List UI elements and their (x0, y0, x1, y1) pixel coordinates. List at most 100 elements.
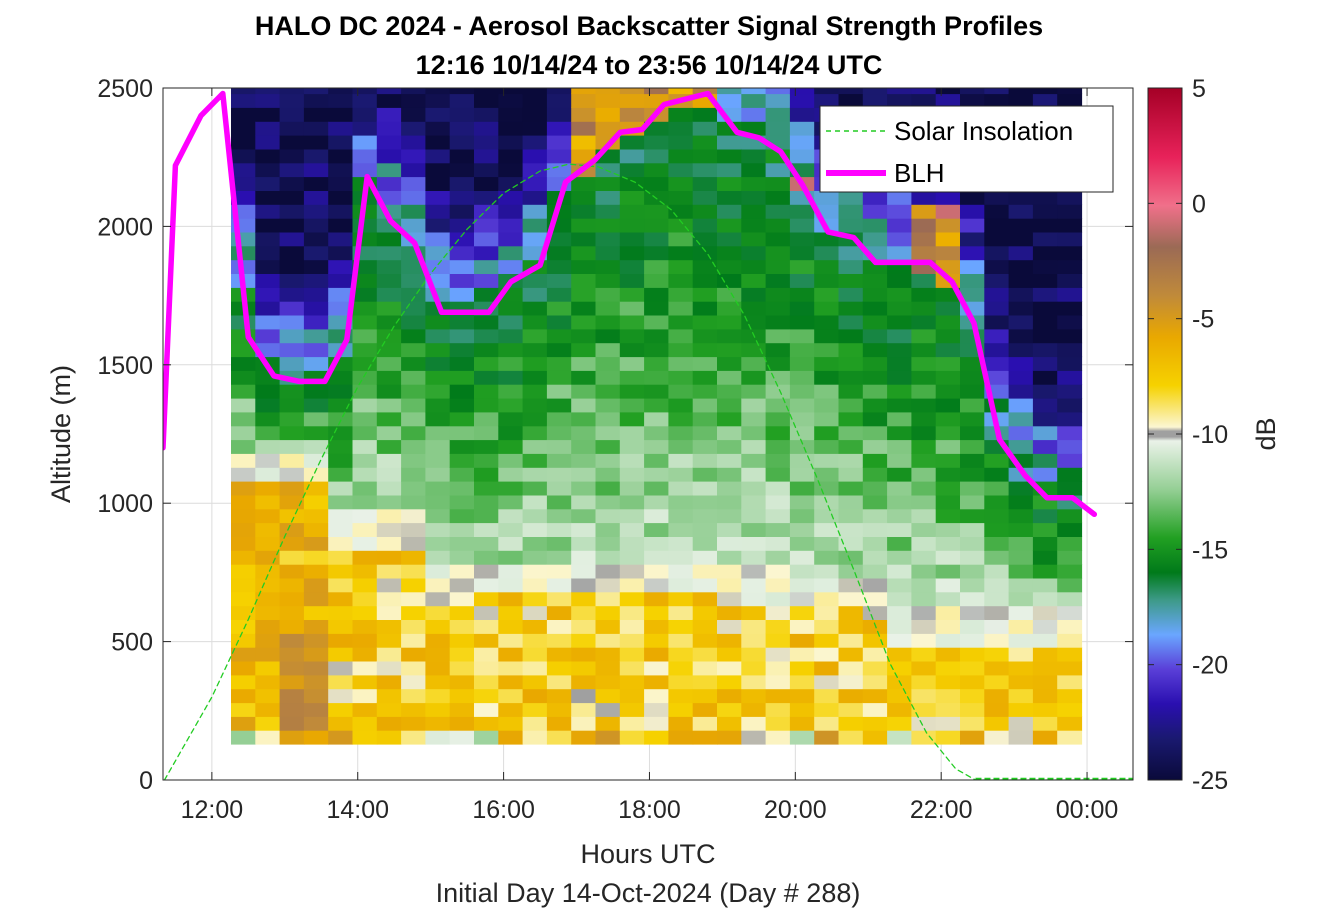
heatmap-cell (838, 88, 864, 95)
heatmap-cell (1008, 398, 1034, 413)
heatmap-cell (765, 328, 791, 344)
heatmap-cell (717, 315, 742, 330)
heatmap-cell (522, 287, 548, 302)
heatmap-cell (789, 425, 815, 441)
heatmap-cell (1032, 522, 1058, 537)
heatmap-cell (401, 702, 426, 717)
heatmap-cell (522, 605, 548, 620)
heatmap-cell (303, 204, 329, 219)
heatmap-cell (522, 218, 548, 233)
heatmap-cell (279, 398, 305, 413)
heatmap-cell (352, 384, 378, 399)
heatmap-cell (789, 301, 815, 316)
heatmap-cell (911, 190, 937, 205)
heatmap-cell (498, 577, 524, 593)
heatmap-cell (984, 398, 1010, 413)
heatmap-cell (303, 245, 329, 261)
heatmap-cell (692, 384, 718, 399)
heatmap-cell (279, 425, 305, 441)
heatmap-cell (279, 231, 305, 247)
heatmap-cell (911, 245, 937, 261)
heatmap-cell (498, 315, 524, 330)
heatmap-cell (522, 231, 548, 247)
heatmap-cell (255, 411, 281, 427)
heatmap-cell (328, 647, 354, 662)
heatmap-cell (717, 577, 742, 593)
heatmap-cell (644, 716, 669, 731)
heatmap-cell (1057, 384, 1083, 399)
heatmap-cell (376, 564, 402, 579)
heatmap-cell (279, 605, 305, 620)
heatmap-cell (546, 564, 572, 579)
heatmap-cell (546, 342, 572, 358)
heatmap-cell (474, 342, 499, 358)
heatmap-cell (474, 107, 499, 122)
heatmap-cell (838, 287, 864, 302)
heatmap-cell (255, 259, 281, 274)
heatmap-cell (474, 287, 499, 302)
heatmap-cell (692, 398, 718, 413)
heatmap-cell (231, 88, 256, 95)
heatmap-cell (328, 688, 354, 704)
heatmap-cell (474, 121, 499, 136)
heatmap-cell (498, 398, 524, 413)
heatmap-cell (231, 148, 256, 164)
heatmap-cell (474, 135, 499, 150)
heatmap-cell (498, 135, 524, 150)
heatmap-cell (717, 287, 742, 302)
heatmap-cell (692, 467, 718, 482)
heatmap-cell (814, 301, 840, 316)
heatmap-cell (546, 467, 572, 482)
heatmap-cell (449, 287, 475, 302)
heatmap-cell (474, 398, 499, 413)
heatmap-cell (1008, 688, 1034, 704)
heatmap-cell (425, 605, 451, 620)
heatmap-cell (765, 231, 791, 247)
heatmap-cell (303, 661, 329, 676)
heatmap-cell (425, 633, 451, 648)
heatmap-cell (255, 88, 281, 95)
heatmap-cell (303, 218, 329, 233)
heatmap-cell (765, 411, 791, 427)
heatmap-cell (668, 508, 694, 524)
heatmap-cell (668, 273, 694, 288)
colorbar-tick-label: 5 (1192, 75, 1206, 103)
heatmap-cell (814, 702, 840, 717)
heatmap-cell (862, 591, 888, 607)
heatmap-cell (814, 508, 840, 524)
heatmap-cell (984, 536, 1010, 551)
heatmap-cell (862, 93, 888, 108)
heatmap-cell (571, 494, 597, 510)
heatmap-cell (960, 88, 985, 95)
heatmap-cell (352, 287, 378, 302)
heatmap-cell (960, 384, 985, 399)
heatmap-cell (692, 453, 718, 468)
heatmap-cell (279, 342, 305, 358)
heatmap-cell (449, 148, 475, 164)
heatmap-cell (1032, 716, 1058, 731)
heatmap-cell (911, 384, 937, 399)
heatmap-cell (644, 522, 669, 537)
heatmap-cell (474, 328, 499, 344)
heatmap-cell (717, 702, 742, 717)
heatmap-cell (692, 287, 718, 302)
heatmap-cell (401, 467, 426, 482)
heatmap-cell (984, 356, 1010, 371)
heatmap-cell (449, 356, 475, 371)
heatmap-cell (619, 135, 645, 150)
heatmap-cell (862, 231, 888, 247)
heatmap-cell (449, 564, 475, 579)
heatmap-cell (765, 730, 791, 745)
heatmap-cell (1057, 661, 1083, 676)
heatmap-cell (862, 730, 888, 745)
heatmap-cell (595, 453, 621, 468)
heatmap-cell (1057, 88, 1083, 95)
heatmap-cell (619, 176, 645, 191)
heatmap-cell (765, 121, 791, 136)
heatmap-cell (960, 674, 985, 690)
heatmap-cell (231, 550, 256, 565)
heatmap-cell (595, 508, 621, 524)
heatmap-cell (376, 301, 402, 316)
heatmap-cell (765, 301, 791, 316)
heatmap-cell (376, 328, 402, 344)
